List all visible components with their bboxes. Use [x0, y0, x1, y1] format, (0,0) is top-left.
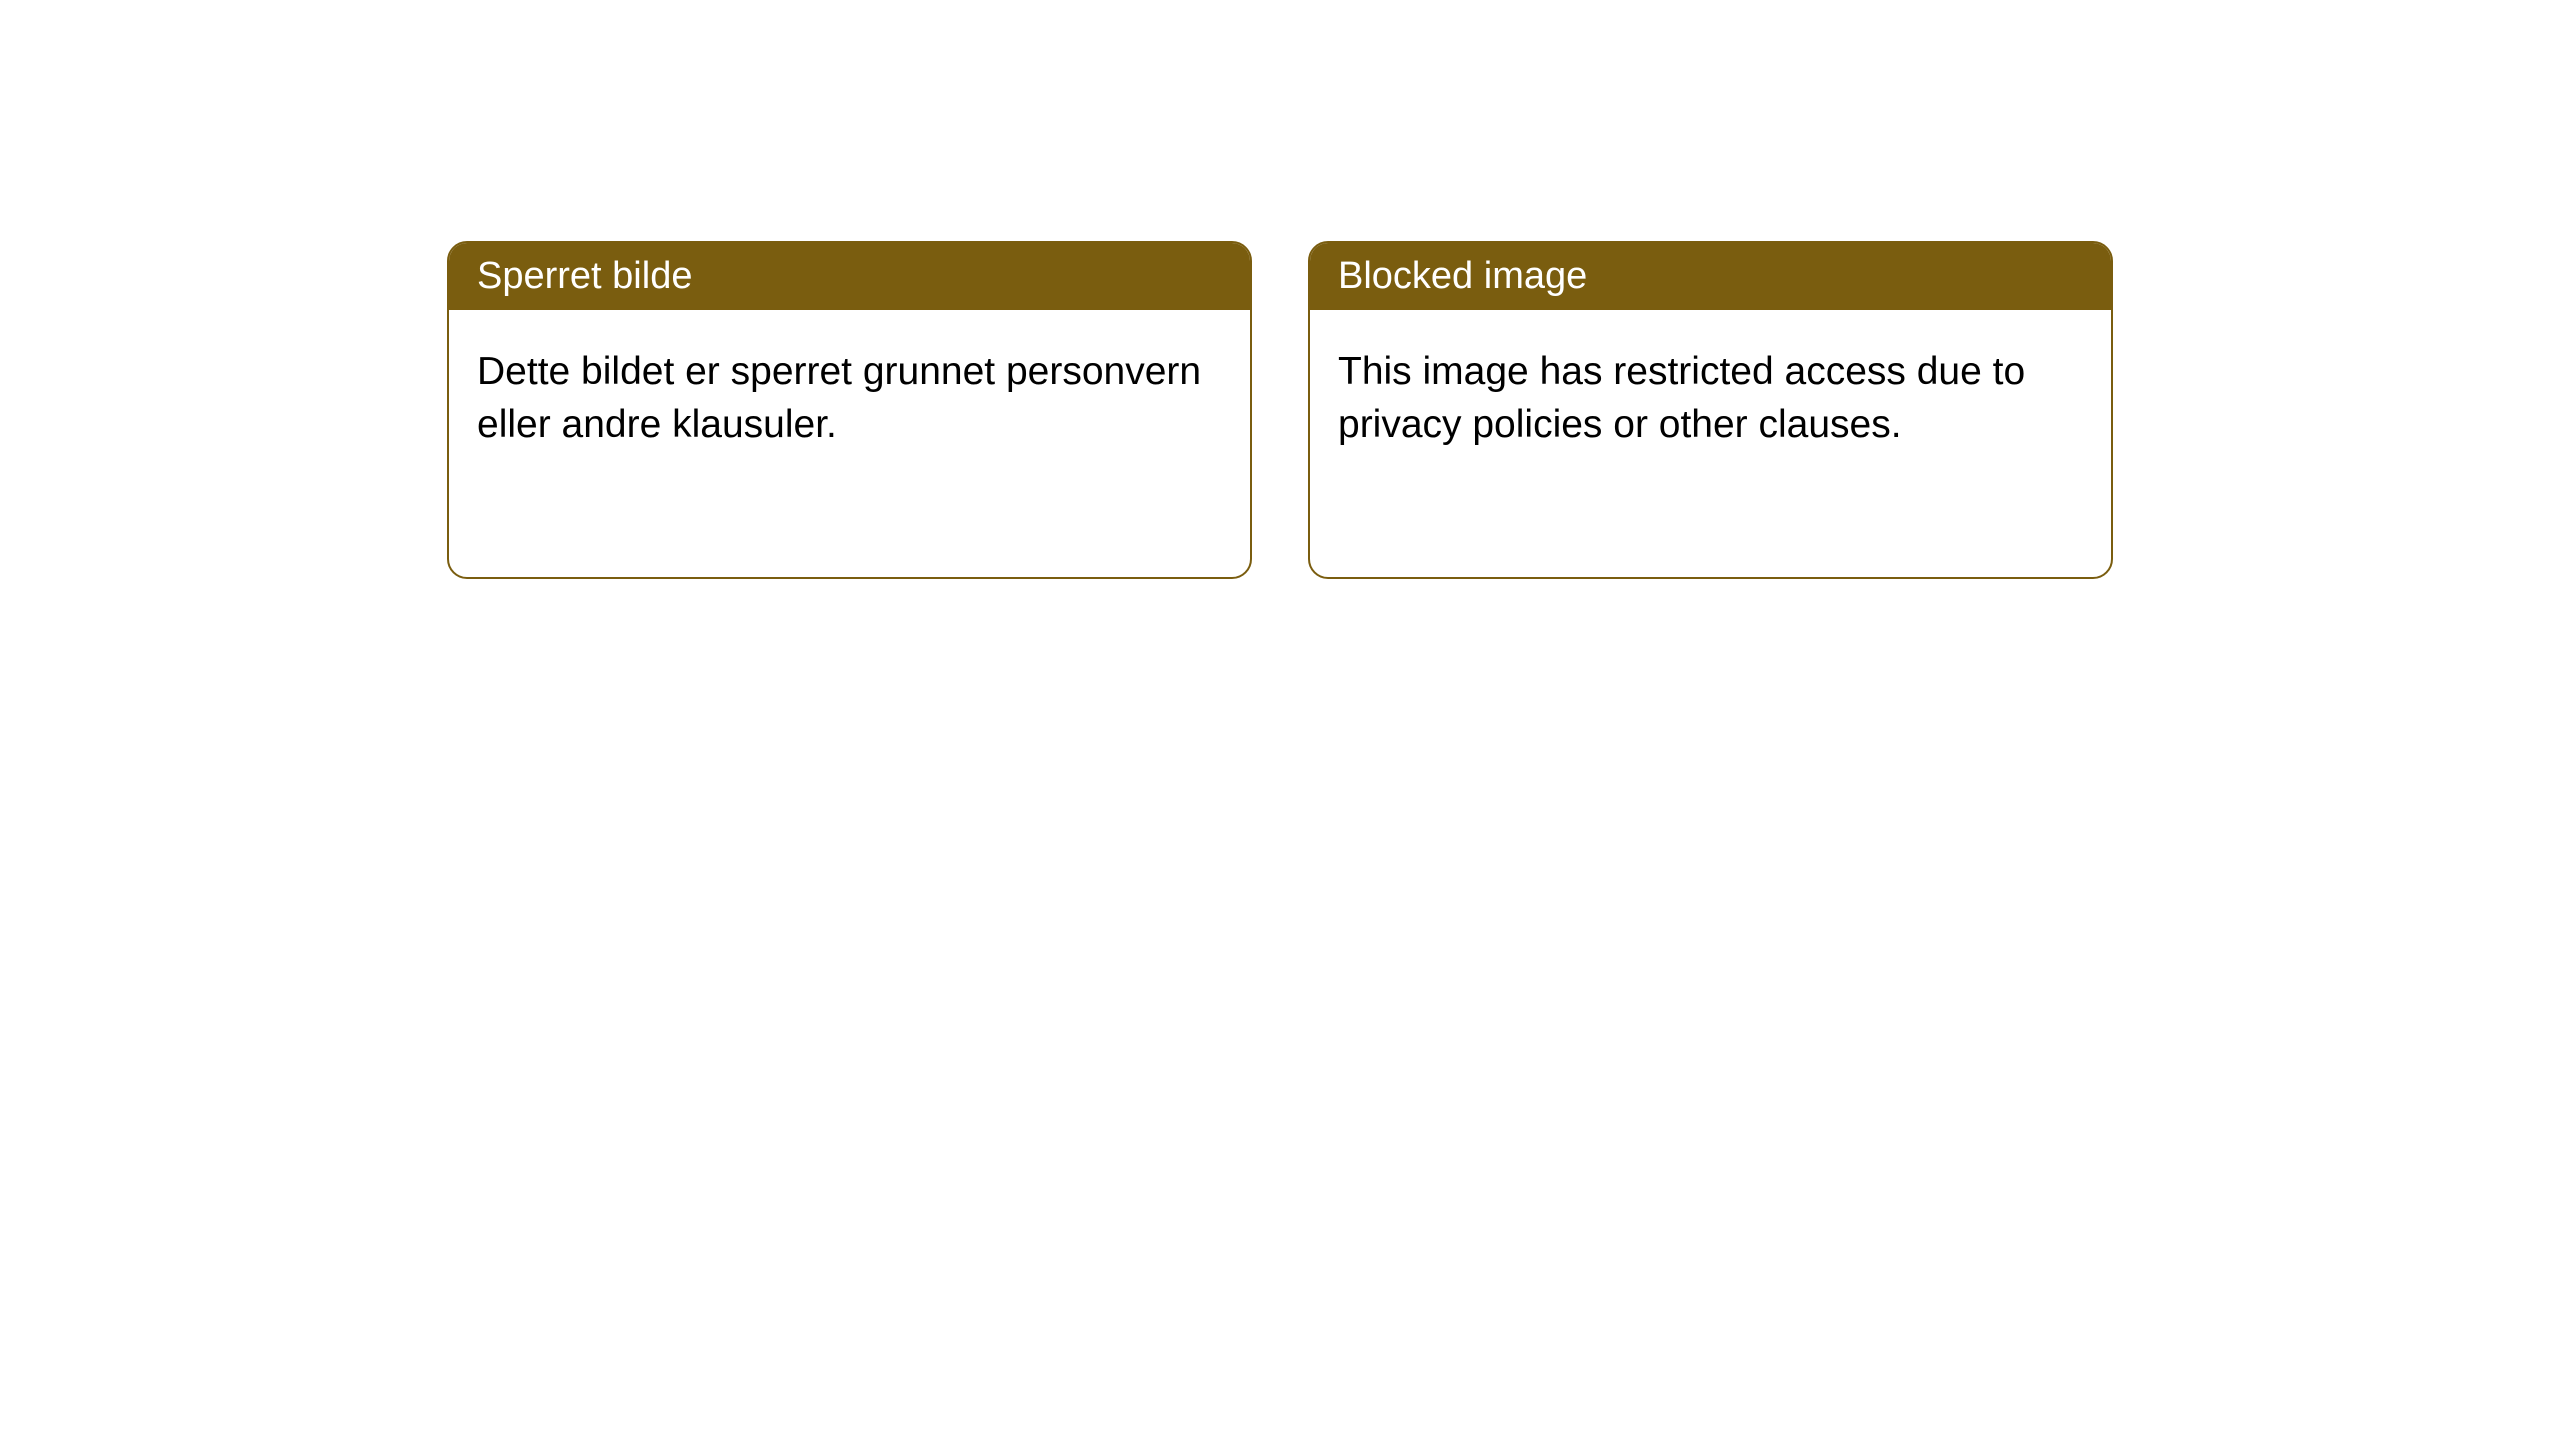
card-title: Blocked image [1338, 255, 1587, 297]
notice-cards-container: Sperret bilde Dette bildet er sperret gr… [0, 0, 2560, 579]
card-body-text: Dette bildet er sperret grunnet personve… [477, 350, 1201, 446]
card-header: Sperret bilde [449, 243, 1250, 310]
card-body: This image has restricted access due to … [1310, 310, 2111, 487]
card-body: Dette bildet er sperret grunnet personve… [449, 310, 1250, 487]
blocked-image-card-no: Sperret bilde Dette bildet er sperret gr… [447, 241, 1252, 579]
card-title: Sperret bilde [477, 255, 692, 297]
card-header: Blocked image [1310, 243, 2111, 310]
blocked-image-card-en: Blocked image This image has restricted … [1308, 241, 2113, 579]
card-body-text: This image has restricted access due to … [1338, 350, 2025, 446]
